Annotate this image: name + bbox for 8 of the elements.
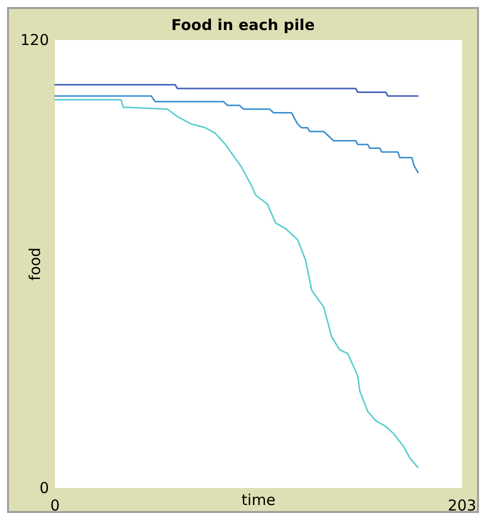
x-axis-title: time (242, 491, 276, 509)
line-series (54, 98, 419, 468)
y-tick-label: 120 (20, 30, 49, 49)
line-series (54, 95, 419, 174)
x-tick-label: 203 (448, 496, 476, 515)
y-axis-title: food (26, 247, 44, 281)
line-series (54, 84, 419, 97)
chart-title: Food in each pile (171, 16, 315, 34)
